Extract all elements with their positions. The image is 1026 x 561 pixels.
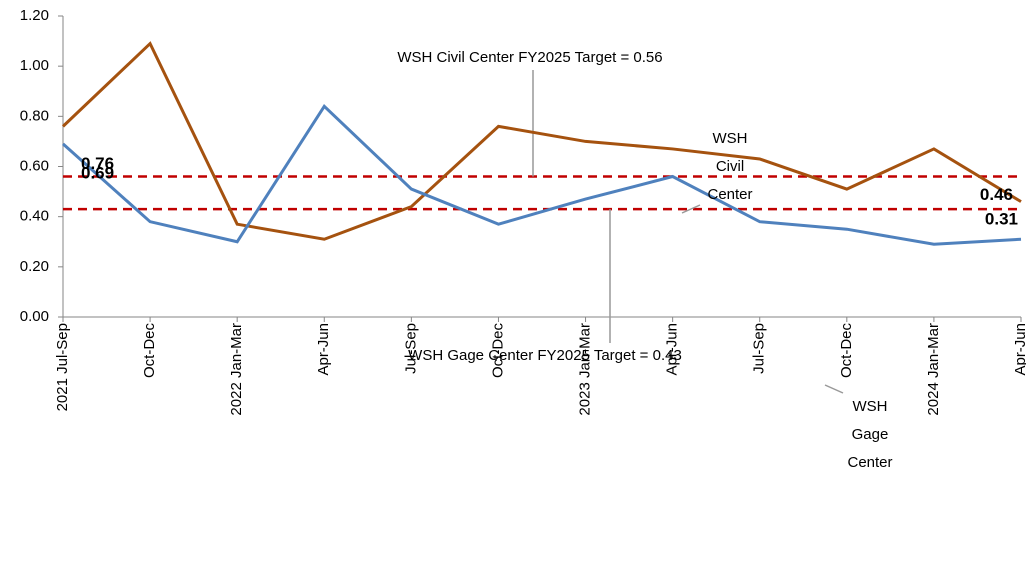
series-label: Civil bbox=[716, 158, 744, 175]
series-label: WSH bbox=[853, 398, 888, 415]
series-label: Gage bbox=[852, 426, 889, 443]
data-label: 0.31 bbox=[985, 210, 1018, 229]
x-tick-label: 2021 Jul-Sep bbox=[54, 323, 71, 411]
x-tick-label: Jul-Sep bbox=[402, 323, 419, 374]
x-tick-label: Apr-Jun bbox=[1012, 323, 1026, 376]
y-tick-label: 1.00 bbox=[20, 57, 49, 74]
target-label: WSH Gage Center FY2025 Target = 0.43 bbox=[408, 347, 682, 364]
series-line bbox=[61, 41, 1022, 241]
y-tick-label: 1.20 bbox=[20, 7, 49, 24]
x-tick-label: Apr-Jun bbox=[315, 323, 332, 376]
y-tick-label: 0.60 bbox=[20, 157, 49, 174]
y-tick-label: 0.80 bbox=[20, 107, 49, 124]
series-label: Center bbox=[847, 454, 892, 471]
x-tick-label: Oct-Dec bbox=[489, 323, 506, 379]
series-label: Center bbox=[707, 186, 752, 203]
x-tick-label: 2022 Jan-Mar bbox=[228, 323, 245, 416]
x-tick-label: Oct-Dec bbox=[838, 323, 855, 379]
y-tick-label: 0.20 bbox=[20, 258, 49, 275]
x-tick-label: 2023 Jan-Mar bbox=[577, 323, 594, 416]
series-line bbox=[62, 103, 1022, 246]
y-tick-label: 0.40 bbox=[20, 208, 49, 225]
label-leader bbox=[681, 204, 701, 214]
data-label: 0.46 bbox=[980, 185, 1013, 204]
data-label: 0.76 bbox=[81, 154, 114, 173]
x-tick-label: Jul-Sep bbox=[751, 323, 768, 374]
label-leader bbox=[824, 384, 844, 394]
data-label: 0.69 bbox=[81, 163, 114, 182]
target-label: WSH Civil Center FY2025 Target = 0.56 bbox=[397, 49, 662, 66]
y-tick-label: 0.00 bbox=[20, 308, 49, 325]
x-tick-label: Apr-Jun bbox=[664, 323, 681, 376]
series-label: WSH bbox=[713, 130, 748, 147]
x-tick-label: Oct-Dec bbox=[141, 323, 158, 379]
x-tick-label: 2024 Jan-Mar bbox=[925, 323, 942, 416]
